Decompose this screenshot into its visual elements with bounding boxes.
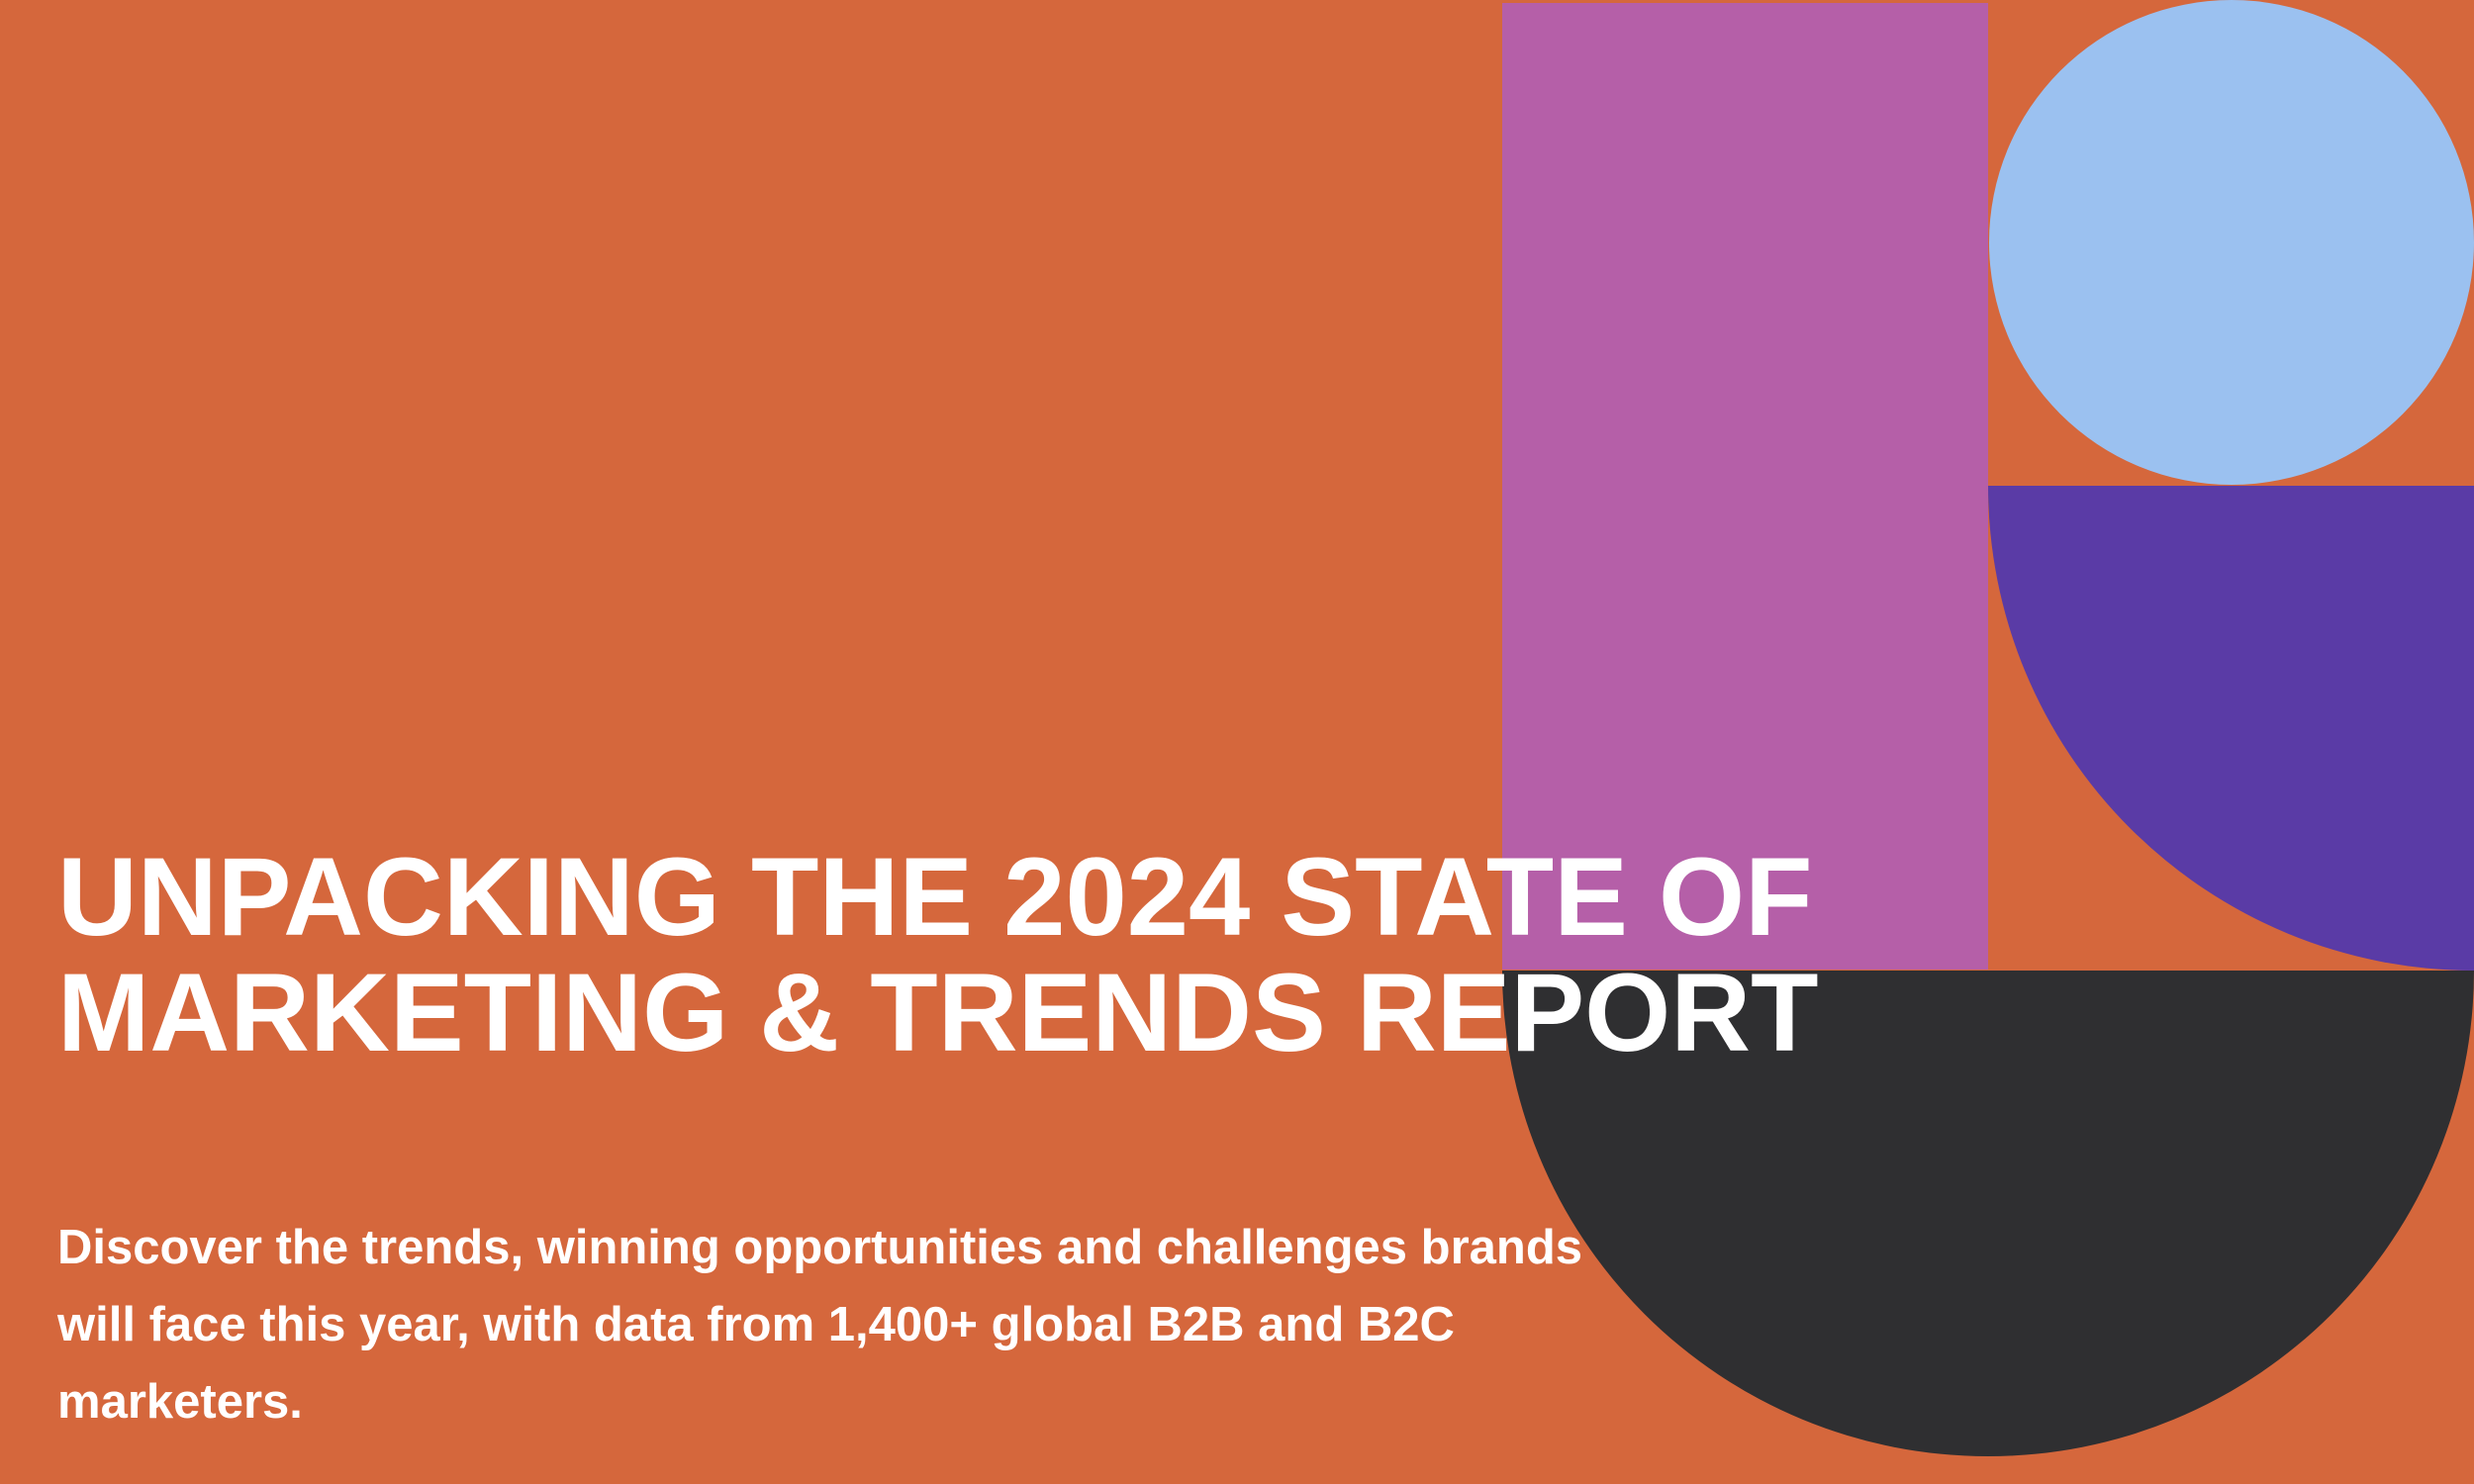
banner-title-line: UNPACKING THE 2024 STATE OF (57, 835, 1813, 959)
blue-circle-shape (1989, 0, 2474, 485)
banner-title-line: MARKETING & TRENDS REPORT (57, 951, 1819, 1074)
purple-quarter-circle-shape (1988, 486, 2474, 971)
pink-rectangle-shape (1502, 3, 1988, 970)
banner-description: Discover the trends, winning opportuniti… (57, 1209, 1760, 1440)
banner-description-line: marketers. (57, 1375, 303, 1429)
banner-description-line: will face this year, with data from 1,40… (57, 1298, 1455, 1351)
banner-title: UNPACKING THE 2024 STATE OF MARKETING & … (57, 839, 1888, 1070)
banner-description-line: Discover the trends, winning opportuniti… (57, 1221, 1583, 1274)
